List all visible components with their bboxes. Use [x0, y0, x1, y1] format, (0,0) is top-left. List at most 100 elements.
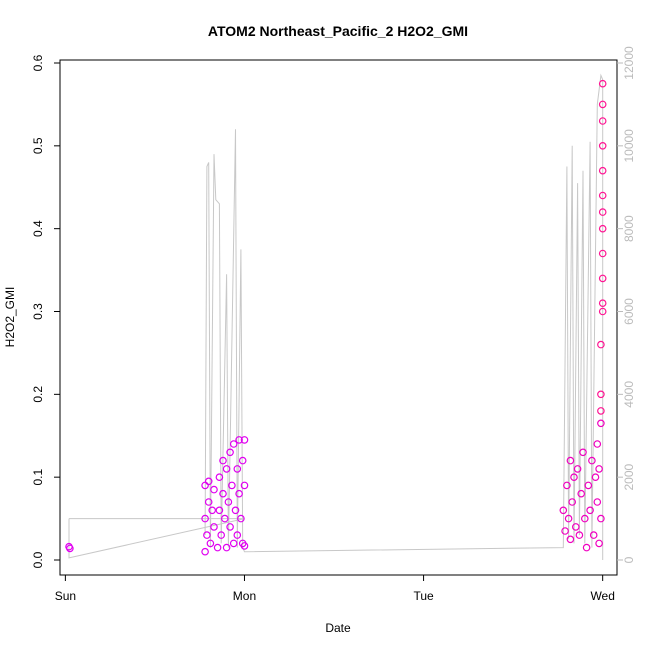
data-point [233, 465, 242, 473]
y-tick-label: 0.2 [31, 386, 45, 403]
altitude-line [68, 73, 604, 560]
data-points [65, 79, 607, 556]
data-point [598, 191, 607, 200]
data-point [582, 543, 591, 552]
data-point [206, 539, 215, 548]
y2-tick-label: 4000 [622, 381, 636, 408]
data-point [219, 456, 227, 465]
y-axis: 0.0 0.1 0.2 0.3 0.4 0.5 0.6 [31, 54, 60, 568]
data-point [235, 436, 243, 444]
data-point [240, 436, 249, 444]
data-point [229, 440, 238, 448]
data-point [591, 473, 600, 482]
data-point [561, 527, 569, 535]
y-tick-label: 0.5 [31, 137, 45, 154]
data-point [586, 506, 594, 515]
data-point [559, 506, 568, 515]
data-point [228, 481, 236, 490]
data-point [210, 523, 218, 531]
data-point [597, 407, 605, 415]
data-point [598, 274, 607, 283]
y-tick-label: 0.0 [31, 551, 45, 568]
y-tick-label: 0.6 [31, 54, 45, 71]
data-point [593, 498, 602, 506]
data-point [571, 523, 580, 531]
altitude-trace [68, 73, 604, 560]
data-point [566, 456, 575, 465]
data-point [595, 465, 603, 473]
data-point [595, 539, 603, 548]
data-point [598, 166, 607, 175]
data-point [568, 498, 577, 506]
data-point [598, 117, 607, 125]
data-point [221, 514, 229, 523]
y-tick-label: 0.4 [31, 220, 45, 237]
data-point [215, 473, 224, 482]
data-point [66, 544, 74, 553]
data-point [208, 506, 217, 515]
data-point [240, 542, 249, 550]
data-point [588, 456, 596, 465]
data-point [570, 473, 578, 482]
x-axis: Sun Mon Tue Wed [55, 575, 615, 603]
data-point [598, 224, 607, 233]
data-point [584, 481, 593, 490]
data-point [222, 465, 231, 473]
data-point [201, 514, 209, 523]
data-point [204, 477, 213, 486]
x-axis-label: Date [325, 621, 351, 635]
data-point [237, 514, 245, 523]
data-point [235, 489, 243, 498]
data-point [210, 485, 218, 494]
data-point [213, 543, 222, 552]
data-point [598, 208, 607, 216]
x-tick-label: Mon [233, 589, 256, 603]
x-tick-label: Sun [55, 589, 76, 603]
data-point [598, 79, 607, 88]
data-point [575, 531, 584, 539]
secondary-y-axis: 0 2000 4000 6000 8000 10000 12000 [617, 46, 636, 563]
data-point [598, 249, 607, 258]
y2-tick-label: 0 [622, 556, 636, 563]
data-point [229, 539, 238, 548]
y2-tick-label: 10000 [622, 129, 636, 163]
data-point [597, 419, 605, 428]
data-point [240, 481, 249, 490]
plot-area [59, 59, 618, 576]
data-point [593, 440, 602, 448]
data-point [597, 390, 605, 399]
data-point [579, 448, 587, 457]
data-point [577, 489, 586, 498]
data-point [226, 523, 234, 531]
data-point [219, 489, 227, 498]
data-point [597, 340, 605, 349]
data-point [204, 498, 213, 506]
data-point [598, 299, 607, 308]
data-point [215, 506, 224, 515]
data-point [564, 514, 573, 523]
chart-title: ATOM2 Northeast_Pacific_2 H2O2_GMI [208, 23, 468, 39]
data-point [233, 531, 242, 539]
data-point [201, 547, 209, 556]
data-point [231, 506, 240, 515]
y-tick-label: 0.1 [31, 469, 45, 486]
y-axis-label: H2O2_GMI [3, 287, 17, 348]
data-point [598, 100, 607, 109]
data-point [217, 531, 226, 539]
y2-tick-label: 12000 [622, 46, 636, 80]
y-tick-label: 0.3 [31, 303, 45, 320]
data-point [573, 465, 582, 473]
data-point [589, 531, 598, 539]
data-point [566, 535, 575, 544]
data-point [238, 456, 247, 465]
data-point [222, 543, 231, 552]
y2-tick-label: 8000 [622, 215, 636, 242]
x-tick-label: Tue [413, 589, 434, 603]
data-point [598, 142, 607, 150]
y2-tick-label: 2000 [622, 463, 636, 490]
data-point [597, 514, 605, 523]
y2-tick-label: 6000 [622, 298, 636, 325]
data-point [598, 307, 607, 316]
data-point [563, 481, 571, 490]
